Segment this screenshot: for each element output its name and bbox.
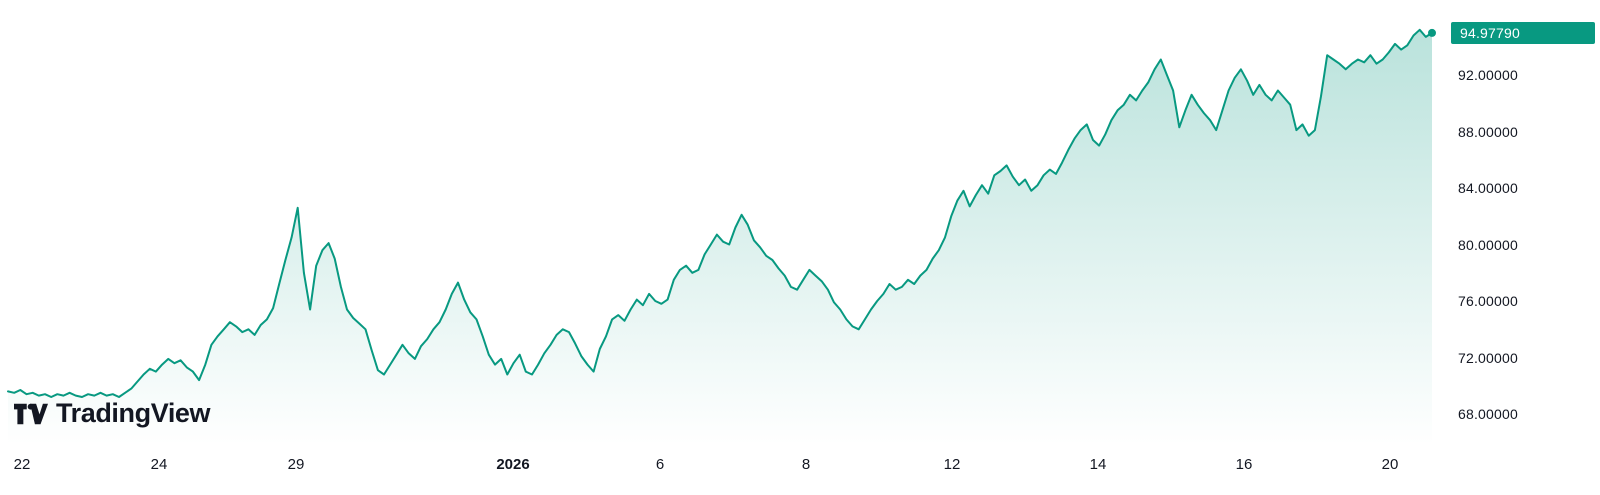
price-axis[interactable]: 94.97790 92.00000 88.00000 84.00000 80.0000… xyxy=(1448,0,1600,445)
price-line xyxy=(7,28,1433,398)
time-tick-label: 8 xyxy=(801,456,811,473)
time-tick-label: 14 xyxy=(1089,456,1107,473)
time-tick-label: 6 xyxy=(655,456,665,473)
price-tick-label: 92.00000 xyxy=(1458,67,1518,83)
time-tick-label: 24 xyxy=(150,456,168,473)
price-series-svg[interactable] xyxy=(0,0,1448,445)
last-price-dot xyxy=(1428,28,1436,37)
price-tick-label: 84.00000 xyxy=(1458,180,1518,196)
time-tick-label: 20 xyxy=(1381,456,1399,473)
tradingview-logo-icon xyxy=(14,403,48,424)
price-tick-label: 72.00000 xyxy=(1458,349,1518,366)
time-tick-label: 29 xyxy=(287,456,305,473)
time-tick-label: 16 xyxy=(1235,456,1253,473)
price-tick-label: 88.00000 xyxy=(1458,123,1518,140)
tradingview-logo[interactable]: TradingView xyxy=(14,398,211,429)
current-price-label: 94.97790 xyxy=(1451,21,1595,44)
time-tick-label: 2026 xyxy=(496,456,530,473)
time-axis[interactable]: 22 24 29 2026 6 8 12 14 16 20 xyxy=(0,445,1600,495)
time-tick-label: 12 xyxy=(943,456,961,473)
price-tick-label: 80.00000 xyxy=(1458,236,1518,253)
price-tick-label: 68.00000 xyxy=(1458,406,1518,422)
price-tick-label: 76.00000 xyxy=(1458,293,1518,309)
time-tick-label: 22 xyxy=(13,456,31,473)
tradingview-logo-text: TradingView xyxy=(56,398,211,428)
price-area xyxy=(8,29,1432,445)
price-chart-plot[interactable]: TradingView xyxy=(0,0,1448,445)
